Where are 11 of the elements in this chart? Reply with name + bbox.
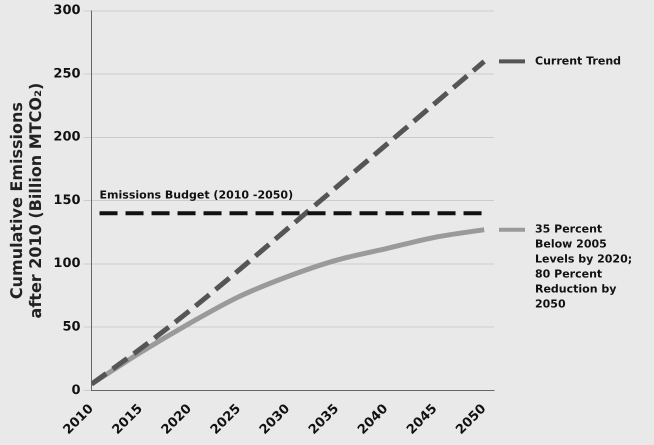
y-tick-label: 0 <box>71 382 81 398</box>
y-tick-label: 100 <box>53 256 81 272</box>
legend-label: 35 Percent Below 2005 Levels by 2020; 80 Percent Reduction by 2050 <box>535 222 632 311</box>
y-tick-label: 200 <box>53 130 81 145</box>
y-tick-label: 250 <box>53 66 81 82</box>
legend-label: Current Trend <box>535 54 622 68</box>
y-tick-label: 150 <box>53 192 81 208</box>
ref-line-label: Emissions Budget (2010 -2050) <box>100 188 294 202</box>
y-tick-label: 50 <box>62 319 81 334</box>
y-axis-title: Cumulative Emissions after 2010 (Billion MTCO₂) <box>6 82 45 318</box>
y-tick-label: 300 <box>53 3 81 18</box>
